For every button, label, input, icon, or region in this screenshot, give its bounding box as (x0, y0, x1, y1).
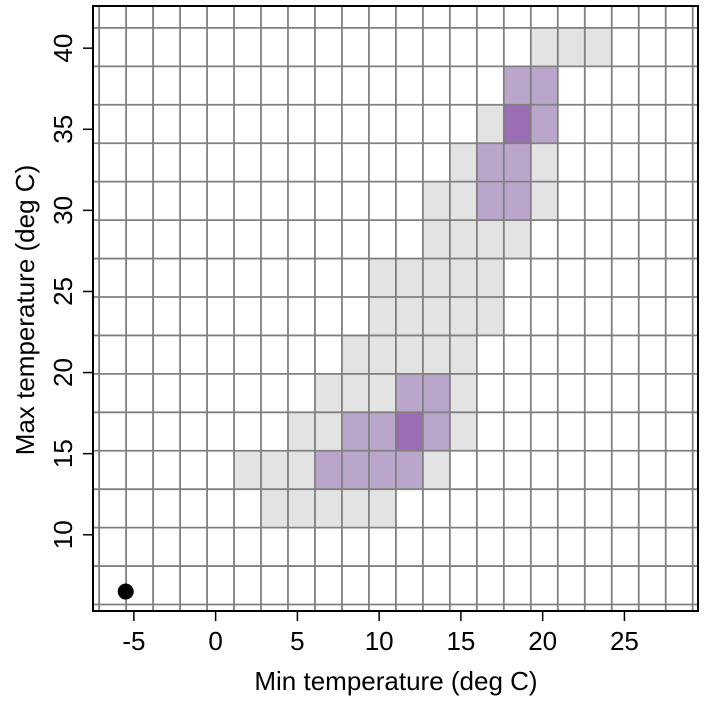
y-tick-label: 25 (48, 277, 78, 306)
y-tick-label: 40 (48, 34, 78, 63)
plot-area (93, 6, 698, 611)
heatmap-cell (261, 450, 288, 490)
heatmap-cell (503, 66, 531, 105)
grid-lines (93, 6, 698, 611)
heatmap-cell (503, 104, 531, 144)
y-tick-label: 30 (48, 196, 78, 225)
x-tick-label: 25 (610, 626, 639, 656)
heatmap-cell (449, 258, 477, 297)
heatmap-cell (503, 143, 531, 182)
heatmap-cell (449, 296, 477, 336)
y-tick-label: 15 (48, 439, 78, 468)
y-tick-label: 20 (48, 358, 78, 387)
heatmap-cell (530, 66, 558, 105)
heatmap-cell (422, 296, 450, 336)
heatmap-cell (449, 412, 477, 451)
heatmap-cell (449, 181, 477, 221)
heatmap-cell (449, 143, 477, 182)
x-tick-label: 0 (208, 626, 222, 656)
x-tick-label: -5 (122, 626, 145, 656)
heatmap-cell (368, 296, 396, 336)
heatmap-cell (503, 181, 531, 221)
heatmap-cell (287, 489, 315, 528)
heatmap-cell (341, 373, 369, 413)
heatmap-cell (449, 220, 477, 259)
heatmap-cell (530, 143, 558, 182)
heatmap-cell (530, 181, 558, 221)
heatmap-cell (341, 335, 369, 374)
y-axis: 10 15 20 25 30 35 40 (48, 34, 93, 549)
heatmap-cell (341, 412, 369, 451)
heatmap-cell (503, 220, 531, 259)
heatmap-cell (314, 489, 342, 528)
heatmap-cell (234, 450, 262, 490)
heatmap-cell (368, 373, 396, 413)
heatmap-cell (422, 373, 450, 413)
x-axis-label: Min temperature (deg C) (254, 666, 537, 696)
y-axis-label: Max temperature (deg C) (10, 165, 40, 455)
heatmap-cell (314, 373, 342, 413)
heatmap-cell (395, 450, 423, 490)
heatmap-cell (368, 412, 396, 451)
heatmap-cell (476, 181, 504, 221)
heatmap-cell (368, 335, 396, 374)
heatmap-cell (422, 412, 450, 451)
heatmap-cell (476, 143, 504, 182)
heatmap-cell (476, 258, 504, 297)
heatmap-cell (422, 258, 450, 297)
x-tick-label: 15 (446, 626, 475, 656)
heatmap-cell (449, 373, 477, 413)
heatmap-cell (287, 412, 315, 451)
heatmap-cell (422, 450, 450, 490)
heatmap-cell (476, 104, 504, 144)
heatmap-cell (368, 450, 396, 490)
heatmap-cells (234, 27, 612, 528)
heatmap-cell (287, 450, 315, 490)
heatmap-cell (395, 373, 423, 413)
x-tick-label: 10 (365, 626, 394, 656)
heatmap-cell (422, 220, 450, 259)
y-tick-label: 10 (48, 520, 78, 549)
heatmap-cell (395, 296, 423, 336)
heatmap-cell (476, 296, 504, 336)
plot-border (92, 5, 699, 612)
heatmap-cell (314, 450, 342, 490)
heatmap-cell (476, 220, 504, 259)
heatmap-cell (395, 258, 423, 297)
x-axis: -5 0 5 10 15 20 25 (122, 611, 639, 656)
heatmap-cell (341, 489, 369, 528)
heatmap-cell (314, 412, 342, 451)
y-tick-label: 35 (48, 115, 78, 144)
heatmap-cell (368, 258, 396, 297)
heatmap-cell (395, 335, 423, 374)
x-tick-label: 5 (290, 626, 304, 656)
heatmap-cell (368, 489, 396, 528)
heatmap-cell (261, 489, 288, 528)
heatmap-cell (557, 27, 585, 67)
heatmap-cell (530, 27, 558, 67)
data-point (117, 583, 134, 600)
x-tick-label: 20 (528, 626, 557, 656)
heatmap-cell (449, 335, 477, 374)
heatmap-cell (422, 181, 450, 221)
heatmap-cell (422, 335, 450, 374)
heatmap-cell (395, 412, 423, 451)
heatmap-cell (341, 450, 369, 490)
heatmap-cell (584, 27, 612, 67)
heatmap-cell (530, 104, 558, 144)
